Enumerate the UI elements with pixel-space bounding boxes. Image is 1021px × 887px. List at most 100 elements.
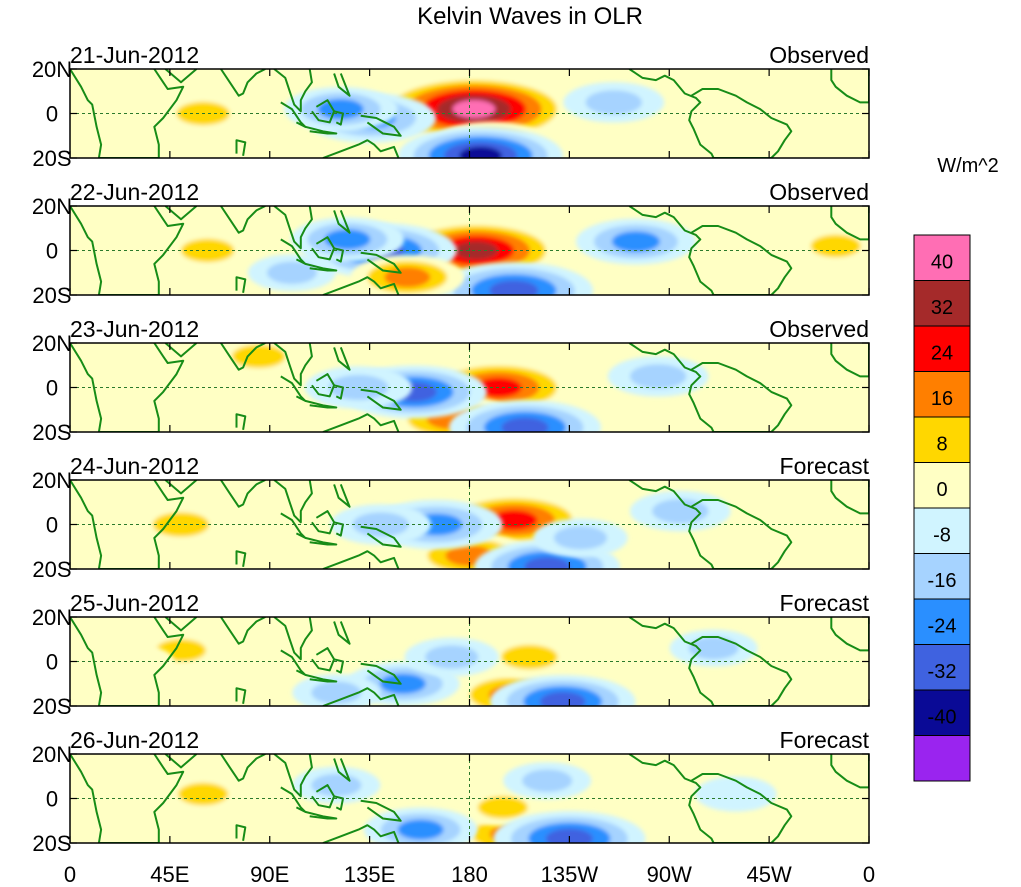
y-tick-label: 0 — [46, 376, 58, 401]
contour-band — [501, 644, 558, 670]
y-tick-label: 20N — [32, 194, 72, 219]
anomaly-blob — [695, 776, 777, 812]
anomaly-blob — [125, 359, 201, 394]
anomaly-blob — [160, 231, 255, 270]
coastline — [333, 484, 351, 508]
contour-band — [611, 231, 660, 252]
coastline — [333, 347, 351, 371]
panel-date: 25-Jun-2012 — [70, 590, 199, 616]
coastline — [235, 687, 247, 704]
contour-band — [553, 526, 608, 550]
coastline — [280, 649, 307, 676]
coastline — [70, 69, 185, 158]
contour-band — [810, 234, 861, 258]
anomaly-blob — [398, 126, 563, 158]
anomaly-blob — [283, 86, 398, 132]
anomaly-blob — [489, 674, 636, 706]
anomaly-blob — [563, 82, 665, 123]
panel-4: 20N 0 20S 24-Jun-2012 Forecast — [32, 453, 870, 582]
panels-group: 20N 0 20S 21-Jun-2012 Observed 20N 0 20S 22-Jun-… — [32, 42, 870, 856]
coastline — [305, 262, 338, 272]
anomaly-blob — [159, 775, 248, 813]
y-tick-label: 20N — [32, 57, 72, 82]
coastline — [360, 525, 402, 548]
contour-band — [324, 229, 371, 250]
contour-band — [540, 691, 586, 706]
colorbar-level-label: 8 — [936, 434, 947, 456]
contour-band — [452, 100, 496, 119]
anomaly-field — [70, 206, 869, 295]
coastline — [628, 754, 715, 843]
y-tick-label: 0 — [46, 102, 58, 127]
anomaly-blob — [449, 400, 601, 432]
anomaly-field — [70, 69, 869, 158]
contour-band — [477, 796, 528, 819]
coastline — [235, 413, 247, 430]
coastline — [305, 125, 338, 135]
contour-band — [181, 238, 235, 263]
coastlines — [70, 69, 869, 158]
coastline — [305, 399, 338, 409]
y-tick-label: 0 — [46, 239, 58, 264]
contour-band — [459, 146, 502, 158]
coastline — [164, 617, 198, 632]
coastline — [164, 206, 198, 221]
contour-band — [652, 499, 709, 524]
contour-band — [454, 241, 499, 260]
colorbar-level-label: -40 — [928, 707, 957, 729]
contour-band — [73, 484, 156, 520]
coastline — [220, 617, 266, 645]
coastline — [220, 480, 266, 508]
coastline — [322, 413, 400, 432]
anomaly-blob — [292, 766, 381, 804]
coastline — [628, 480, 715, 569]
anomaly-blob — [607, 356, 709, 397]
coastlines — [70, 617, 869, 706]
colorbar-level-label: -32 — [928, 661, 957, 683]
coastline — [333, 658, 344, 674]
coastline — [280, 512, 307, 539]
panel-date: 21-Jun-2012 — [70, 42, 199, 68]
coastline — [70, 343, 185, 432]
x-tick-label: 90E — [250, 862, 289, 887]
coastline — [322, 550, 400, 569]
contour-band — [379, 673, 426, 694]
panel-date: 23-Jun-2012 — [70, 316, 199, 342]
panel-status: Forecast — [780, 590, 870, 616]
anomaly-blob — [503, 762, 592, 800]
coastline — [322, 824, 400, 843]
contour-band — [227, 622, 303, 656]
coastline — [273, 617, 313, 661]
anomaly-blob — [73, 383, 156, 419]
contour-band — [489, 280, 539, 295]
coastline — [830, 754, 869, 789]
y-tick-label: 20N — [32, 605, 72, 630]
contour-band — [76, 130, 152, 158]
anomaly-blob — [76, 130, 152, 158]
coastline — [333, 758, 351, 782]
contour-band — [688, 636, 739, 660]
anomaly-blob — [629, 490, 731, 532]
x-tick-label: 135E — [344, 862, 395, 887]
y-tick-label: 0 — [46, 513, 58, 538]
coastline — [273, 480, 313, 524]
contour-band — [425, 645, 479, 669]
coastline — [333, 247, 344, 263]
coastline — [164, 480, 198, 495]
anomaly-blob — [698, 96, 774, 131]
coastline — [360, 251, 402, 274]
contour-band — [501, 417, 549, 432]
anomaly-blob — [290, 217, 405, 262]
panel-status: Observed — [769, 179, 869, 205]
colorbar-level-label: 40 — [931, 252, 953, 274]
contour-band — [73, 383, 156, 419]
coastline — [322, 276, 400, 295]
coastline — [333, 521, 344, 537]
colorbar-swatch — [913, 325, 971, 372]
coastline — [333, 795, 344, 811]
colorbar-swatch — [913, 280, 971, 327]
coastline — [70, 206, 185, 295]
coastline — [220, 206, 266, 234]
colorbar-level-label: 32 — [931, 297, 953, 319]
